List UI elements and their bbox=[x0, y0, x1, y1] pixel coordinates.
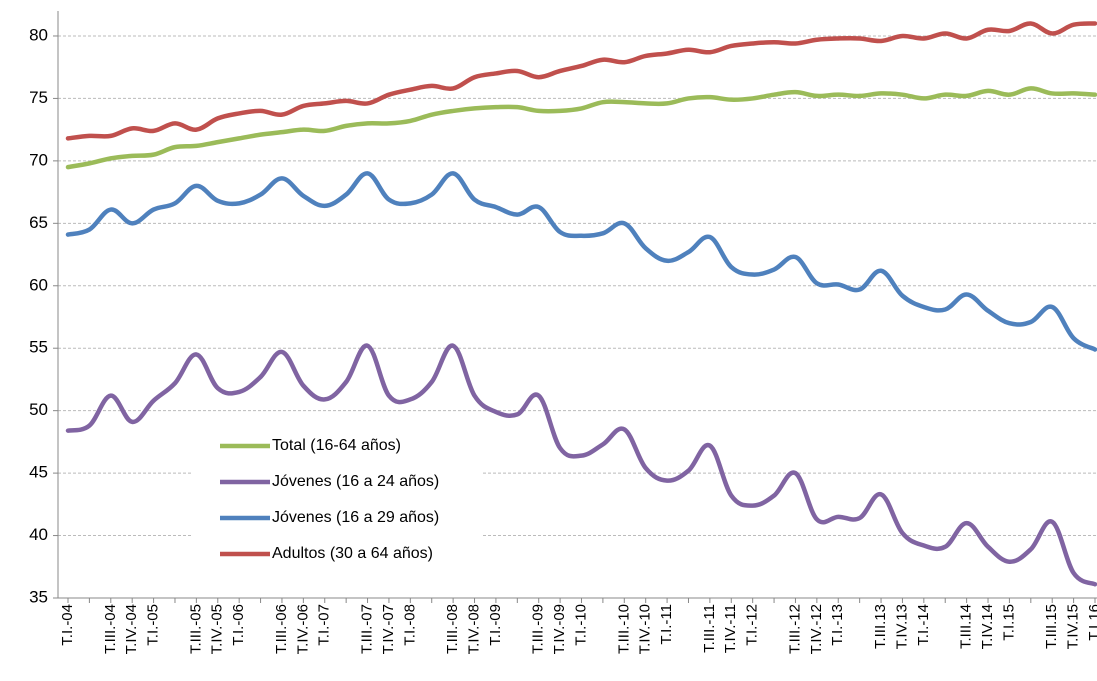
legend-box bbox=[192, 428, 482, 568]
legend-label: Jóvenes (16 a 24 años) bbox=[272, 473, 439, 490]
y-tick-label: 45 bbox=[29, 463, 48, 482]
x-tick-label: T.I.-11 bbox=[658, 604, 675, 645]
x-tick-label: T.I.16 bbox=[1086, 604, 1097, 641]
x-tick-label: T.IV.-06 bbox=[294, 604, 311, 654]
y-tick-label: 65 bbox=[29, 213, 48, 232]
x-tick-label: T.I.-06 bbox=[230, 604, 247, 646]
legend-label: Total (16-64 años) bbox=[272, 437, 401, 454]
x-tick-label: T.IV.-09 bbox=[551, 604, 568, 654]
x-tick-label: T.III.-07 bbox=[359, 604, 376, 654]
x-tick-label: T.I.-14 bbox=[915, 604, 932, 646]
x-tick-label: T.III.-09 bbox=[530, 604, 547, 654]
y-tick-label: 80 bbox=[29, 25, 48, 44]
x-tick-label: T.IV.-12 bbox=[808, 604, 825, 654]
series-line bbox=[65, 343, 1097, 587]
x-tick-label: T.IV.-04 bbox=[123, 604, 140, 654]
x-tick-label: T.I.-07 bbox=[316, 604, 333, 646]
y-tick-label: 75 bbox=[29, 88, 48, 107]
series-line bbox=[65, 21, 1097, 141]
y-tick-label: 50 bbox=[29, 400, 48, 419]
y-tick-label: 40 bbox=[29, 525, 48, 544]
x-tick-label: T.I.-10 bbox=[572, 604, 589, 646]
x-tick-label: T.III.-05 bbox=[187, 604, 204, 654]
x-tick-label: T.III.-11 bbox=[701, 604, 718, 653]
x-tick-label: T.IV.-07 bbox=[380, 604, 397, 654]
x-tick-label: T.I.-09 bbox=[487, 604, 504, 646]
x-tick-label: T.III.14 bbox=[958, 604, 975, 649]
legend-label: Adultos (30 a 64 años) bbox=[272, 545, 433, 562]
x-tick-label: T.IV.-11 bbox=[722, 604, 739, 653]
x-tick-label: T.III.-08 bbox=[444, 604, 461, 654]
x-tick-label: T.I.-04 bbox=[59, 604, 76, 646]
x-tick-label: T.III.-10 bbox=[615, 604, 632, 654]
x-tick-label: T.III.-12 bbox=[786, 604, 803, 654]
series-line bbox=[65, 86, 1097, 170]
y-tick-label: 55 bbox=[29, 338, 48, 357]
x-tick-label: T.IV.13 bbox=[893, 604, 910, 649]
series-line bbox=[65, 171, 1097, 352]
y-tick-label: 60 bbox=[29, 275, 48, 294]
y-tick-label: 35 bbox=[29, 587, 48, 606]
y-tick-label: 70 bbox=[29, 150, 48, 169]
x-tick-label: T.IV.-10 bbox=[637, 604, 654, 654]
x-tick-label: T.III.15 bbox=[1043, 604, 1060, 649]
x-tick-label: T.III.-04 bbox=[102, 604, 119, 654]
legend-label: Jóvenes (16 a 29 años) bbox=[272, 509, 439, 526]
x-tick-label: T.I.15 bbox=[1000, 604, 1017, 641]
x-tick-label: T.I.-08 bbox=[401, 604, 418, 646]
x-tick-label: T.IV.14 bbox=[979, 604, 996, 649]
x-tick-label: T.III.-06 bbox=[273, 604, 290, 654]
x-tick-label: T.IV.15 bbox=[1065, 604, 1082, 649]
x-tick-label: T.I.-13 bbox=[829, 604, 846, 646]
x-tick-label: T.IV.-05 bbox=[209, 604, 226, 654]
x-tick-label: T.I.-05 bbox=[145, 604, 162, 646]
x-tick-label: T.I.-12 bbox=[744, 604, 761, 646]
x-tick-label: T.IV.-08 bbox=[465, 604, 482, 654]
x-tick-label: T.III.13 bbox=[872, 604, 889, 649]
